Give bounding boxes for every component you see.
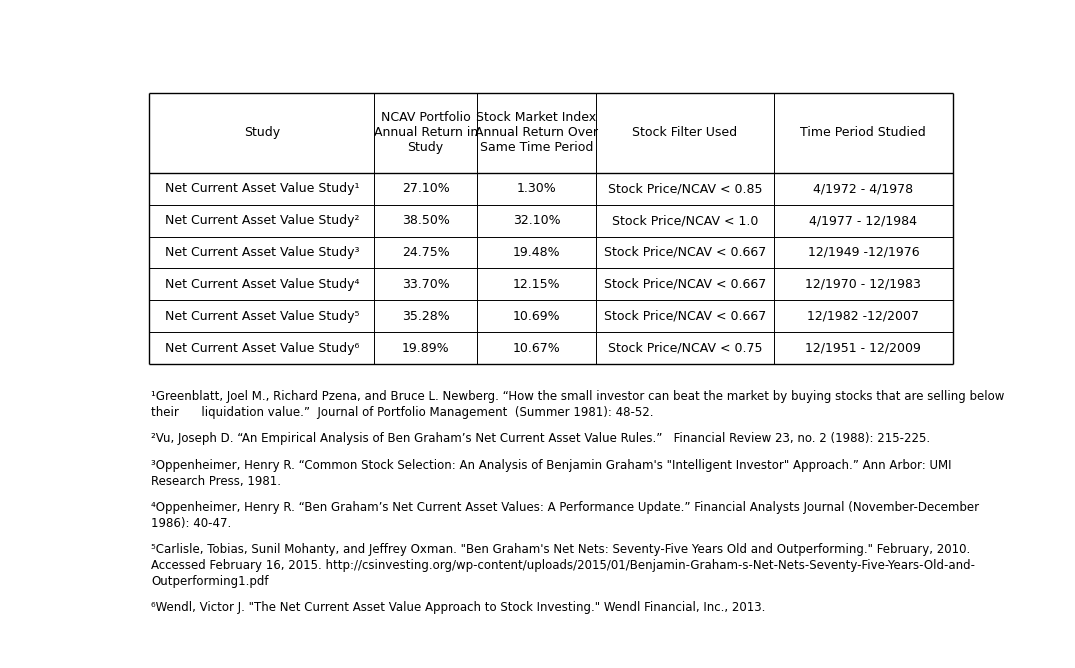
Text: Stock Price/NCAV < 0.667: Stock Price/NCAV < 0.667 xyxy=(604,278,766,291)
Text: Stock Price/NCAV < 0.85: Stock Price/NCAV < 0.85 xyxy=(607,182,762,195)
Text: Stock Price/NCAV < 0.75: Stock Price/NCAV < 0.75 xyxy=(607,341,762,355)
Text: Study: Study xyxy=(244,126,280,140)
Text: Stock Price/NCAV < 0.667: Stock Price/NCAV < 0.667 xyxy=(604,246,766,259)
Text: ²Vu, Joseph D. “An Empirical Analysis of Ben Graham’s Net Current Asset Value Ru: ²Vu, Joseph D. “An Empirical Analysis of… xyxy=(151,432,930,445)
Text: ¹Greenblatt, Joel M., Richard Pzena, and Bruce L. Newberg. “How the small invest: ¹Greenblatt, Joel M., Richard Pzena, and… xyxy=(151,390,1004,419)
Text: 19.48%: 19.48% xyxy=(513,246,560,259)
Text: 33.70%: 33.70% xyxy=(402,278,449,291)
Text: 12/1982 -12/2007: 12/1982 -12/2007 xyxy=(807,310,919,323)
Text: 19.89%: 19.89% xyxy=(402,341,449,355)
Text: ⁴Oppenheimer, Henry R. “Ben Graham’s Net Current Asset Values: A Performance Upd: ⁴Oppenheimer, Henry R. “Ben Graham’s Net… xyxy=(151,501,979,530)
Text: 38.50%: 38.50% xyxy=(402,214,449,227)
Text: 12/1970 - 12/1983: 12/1970 - 12/1983 xyxy=(805,278,921,291)
Text: Stock Market Index
Annual Return Over
Same Time Period: Stock Market Index Annual Return Over Sa… xyxy=(475,112,598,154)
Text: 4/1972 - 4/1978: 4/1972 - 4/1978 xyxy=(814,182,914,195)
Text: 35.28%: 35.28% xyxy=(402,310,449,323)
Text: 1.30%: 1.30% xyxy=(517,182,557,195)
Text: Net Current Asset Value Study⁵: Net Current Asset Value Study⁵ xyxy=(164,310,359,323)
Text: ⁵Carlisle, Tobias, Sunil Mohanty, and Jeffrey Oxman. "Ben Graham's Net Nets: Sev: ⁵Carlisle, Tobias, Sunil Mohanty, and Je… xyxy=(151,543,975,588)
Text: 12/1951 - 12/2009: 12/1951 - 12/2009 xyxy=(805,341,921,355)
Text: Net Current Asset Value Study²: Net Current Asset Value Study² xyxy=(164,214,359,227)
Text: NCAV Portfolio
Annual Return in
Study: NCAV Portfolio Annual Return in Study xyxy=(373,112,477,154)
Text: 12.15%: 12.15% xyxy=(513,278,560,291)
Text: 24.75%: 24.75% xyxy=(402,246,449,259)
Text: 12/1949 -12/1976: 12/1949 -12/1976 xyxy=(807,246,919,259)
Text: Net Current Asset Value Study³: Net Current Asset Value Study³ xyxy=(164,246,359,259)
Text: Net Current Asset Value Study⁶: Net Current Asset Value Study⁶ xyxy=(164,341,359,355)
Text: Net Current Asset Value Study¹: Net Current Asset Value Study¹ xyxy=(164,182,359,195)
Text: 27.10%: 27.10% xyxy=(402,182,449,195)
Text: Stock Filter Used: Stock Filter Used xyxy=(632,126,737,140)
Text: Stock Price/NCAV < 0.667: Stock Price/NCAV < 0.667 xyxy=(604,310,766,323)
Text: ³Oppenheimer, Henry R. “Common Stock Selection: An Analysis of Benjamin Graham's: ³Oppenheimer, Henry R. “Common Stock Sel… xyxy=(151,459,951,488)
Text: Net Current Asset Value Study⁴: Net Current Asset Value Study⁴ xyxy=(164,278,359,291)
Text: 32.10%: 32.10% xyxy=(513,214,560,227)
Text: ⁶Wendl, Victor J. "The Net Current Asset Value Approach to Stock Investing." Wen: ⁶Wendl, Victor J. "The Net Current Asset… xyxy=(151,601,765,614)
Text: Time Period Studied: Time Period Studied xyxy=(801,126,927,140)
Text: 10.67%: 10.67% xyxy=(513,341,560,355)
Text: 10.69%: 10.69% xyxy=(513,310,560,323)
Text: 4/1977 - 12/1984: 4/1977 - 12/1984 xyxy=(809,214,917,227)
Text: Stock Price/NCAV < 1.0: Stock Price/NCAV < 1.0 xyxy=(612,214,758,227)
